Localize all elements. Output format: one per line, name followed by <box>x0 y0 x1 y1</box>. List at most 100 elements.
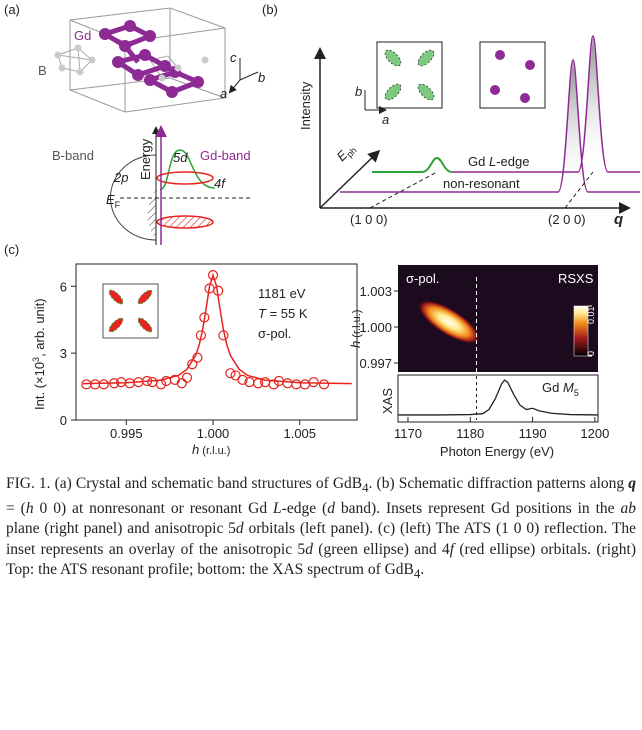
q-label: q <box>614 211 623 228</box>
caption-text: band). Insets represent Gd positions in … <box>334 499 621 517</box>
y-tick-label: 1.003 <box>359 284 392 299</box>
panel-label: (b) <box>262 2 278 17</box>
data-point <box>109 378 120 389</box>
caption-text: 4 <box>413 566 421 582</box>
caption-text: d <box>235 520 244 538</box>
y-tick-label: 1.000 <box>359 320 392 335</box>
x-tick-label: 1.000 <box>197 426 230 441</box>
orbital-label: 4f <box>214 176 226 191</box>
data-point <box>213 285 224 296</box>
fermi-label: EF <box>106 192 121 210</box>
caption-text: f <box>449 540 455 558</box>
peak-label: (2 0 0) <box>548 212 586 227</box>
panel-label: (a) <box>4 2 20 17</box>
data-point <box>253 378 264 389</box>
orbital-label: 2p <box>113 170 128 185</box>
orbital-inset <box>102 283 159 339</box>
data-point <box>308 377 319 388</box>
data-point <box>181 372 193 383</box>
h: h <box>348 341 363 348</box>
xas-line <box>398 379 599 416</box>
axis-a: a <box>220 86 227 101</box>
caption-text: -edge ( <box>281 499 328 517</box>
caption-text: (green ellipse) and 4 <box>312 540 450 558</box>
caption-text: 4 <box>362 480 369 496</box>
ef-main: E <box>106 192 115 207</box>
caption-text: . <box>420 561 425 579</box>
fit-line <box>82 272 352 385</box>
data-point <box>225 368 236 379</box>
data-point <box>98 379 109 390</box>
b-band: B-band <box>52 148 94 163</box>
ylab-a: Int. (×10 <box>32 362 47 410</box>
data-point <box>318 379 330 390</box>
figure: (a) (b) (c) Gd B c b a B-band Gd-band En… <box>4 2 640 459</box>
nonresonant-label: non-resonant <box>443 176 520 191</box>
colorbar <box>573 305 589 357</box>
annotation: T = 55 K <box>258 306 308 321</box>
caption-text: ab <box>620 499 636 517</box>
data-point <box>142 375 153 387</box>
data-point <box>147 377 158 388</box>
ylab-b: , arb. unit) <box>32 298 47 357</box>
unit: (r.l.u.) <box>199 445 230 457</box>
xas-x-label: Photon Energy (eV) <box>440 444 554 459</box>
caption-text: q <box>628 475 636 492</box>
data-point <box>268 379 279 390</box>
orbital-label: 5d <box>173 150 188 165</box>
res-b: L <box>489 154 496 169</box>
heatmap-intensity <box>417 299 481 345</box>
heatmap-label: RSXS <box>558 271 594 286</box>
caption-text: (a) Crystal and schematic band structure… <box>50 475 363 492</box>
ylab-sup: 3 <box>31 357 41 362</box>
t-symbol: T <box>258 306 267 321</box>
data-point <box>176 378 187 389</box>
caption-text: orbitals (left panel). (c) (left) The AT… <box>6 520 636 558</box>
axis-c: c <box>230 50 237 65</box>
colorbar-tick-label: 0 <box>586 351 596 356</box>
data-point <box>237 374 248 385</box>
x-axis-label: h (r.l.u.) <box>192 442 230 457</box>
inset-axis: a <box>382 112 389 127</box>
xas-frame <box>397 374 599 423</box>
data-point <box>218 330 229 341</box>
data-point <box>282 378 293 389</box>
annotation: 1181 eV <box>258 286 306 301</box>
diffraction-schematic <box>314 35 640 214</box>
x-tick-label: 1180 <box>456 426 484 441</box>
caption-text: = ( <box>6 499 26 517</box>
data-point <box>155 379 167 390</box>
x-tick-label: 1.005 <box>283 426 316 441</box>
x-tick-label: 0.995 <box>110 426 143 441</box>
data-point <box>291 379 302 390</box>
band-diagram <box>109 125 250 245</box>
colorbar-tick-label: 0.01 <box>586 306 596 324</box>
sub: 5 <box>574 388 579 398</box>
caption-text: d <box>305 540 313 558</box>
xas-y-label: XAS <box>380 388 395 414</box>
panel-label: (c) <box>4 242 19 257</box>
y-tick-label: 0.997 <box>359 356 392 371</box>
data-point <box>199 312 210 323</box>
data-point <box>207 270 219 281</box>
data-point <box>187 359 198 370</box>
caption-text: h <box>25 499 34 517</box>
caption-text: plane (right panel) and anisotropic 5 <box>6 520 236 538</box>
m: M <box>563 380 574 395</box>
x-tick-label: 1170 <box>394 426 422 441</box>
heatmap-y-label: h (r.l.u.) <box>348 310 363 348</box>
h: h <box>192 442 199 457</box>
caption-text: (red ellipse) orbitals. (right) Top: the… <box>6 540 636 579</box>
y-tick-label: 0 <box>60 413 67 428</box>
xas-annotation: Gd M5 <box>542 380 579 398</box>
y-tick-label: 6 <box>60 279 67 294</box>
caption-text: FIG. 1. <box>6 475 51 492</box>
res-a: Gd <box>468 154 489 169</box>
t-value: = 55 K <box>266 306 308 321</box>
data-point <box>195 330 206 341</box>
heatmap-label: σ-pol. <box>406 271 439 286</box>
gd: Gd <box>542 380 563 395</box>
annotation: σ-pol. <box>258 326 291 341</box>
y-axis-label: Int. (×103, arb. unit) <box>31 298 47 410</box>
